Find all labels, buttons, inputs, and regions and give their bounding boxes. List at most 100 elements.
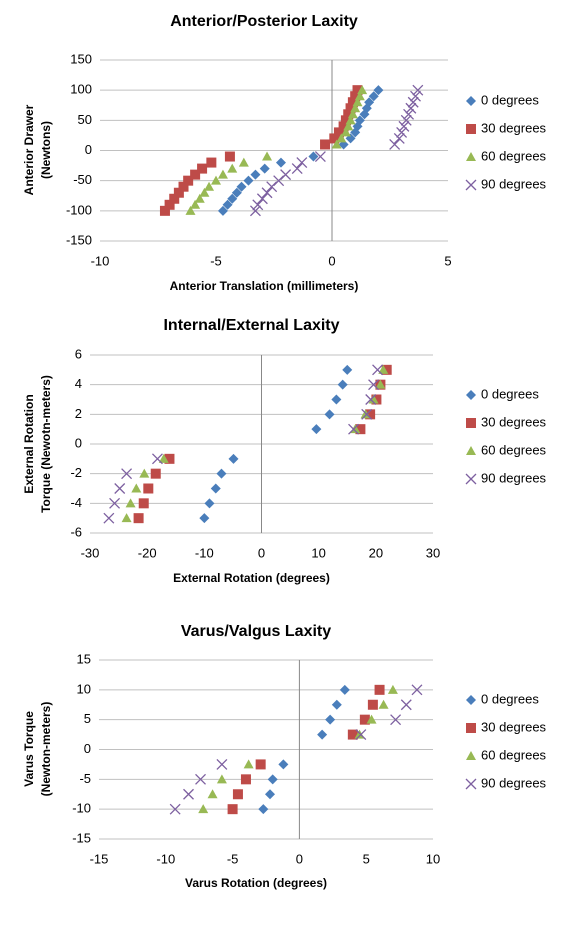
x-tick-label: -30 — [81, 545, 100, 560]
y-tick-label: 4 — [75, 376, 82, 391]
diamond-marker — [364, 97, 375, 108]
x-tick-label: 30 — [426, 545, 440, 560]
square-marker — [206, 157, 217, 168]
x-marker — [403, 108, 415, 120]
legend-label: 0 degrees — [481, 386, 539, 401]
x-marker — [280, 169, 292, 181]
square-marker — [371, 394, 382, 405]
x-marker — [151, 453, 163, 465]
legend-marker — [465, 179, 477, 191]
square-marker — [224, 151, 235, 162]
x-marker — [169, 803, 181, 815]
y-tick-label: 100 — [70, 82, 92, 97]
triangle-marker — [204, 181, 215, 191]
legend-marker — [466, 124, 476, 134]
y-tick-label: 0 — [84, 741, 91, 756]
triangle-marker — [340, 127, 351, 137]
x-marker — [410, 90, 421, 102]
square-marker — [340, 115, 351, 126]
x-axis-label: Varus Rotation (degrees) — [185, 876, 327, 890]
square-marker — [350, 91, 361, 102]
x-marker — [314, 151, 326, 162]
x-marker — [103, 512, 115, 524]
y-tick-label: 10 — [77, 681, 91, 696]
triangle-marker — [211, 175, 221, 185]
triangle-marker — [357, 85, 368, 95]
triangle-marker — [121, 513, 132, 523]
square-marker — [183, 175, 194, 186]
x-tick-label: 10 — [426, 851, 440, 866]
x-marker — [256, 193, 268, 205]
square-marker — [232, 789, 243, 800]
triangle-marker — [343, 121, 354, 131]
x-axis-label: Anterior Translation (millimeters) — [170, 279, 359, 293]
y-tick-label: -4 — [70, 495, 82, 510]
diamond-marker — [331, 394, 342, 405]
y-tick-label: -6 — [70, 524, 82, 539]
y-tick-label: -5 — [79, 771, 91, 786]
x-marker — [348, 423, 359, 435]
triangle-marker — [227, 163, 238, 173]
y-tick-label: 2 — [75, 406, 82, 421]
square-marker — [169, 193, 180, 204]
diamond-marker — [243, 175, 254, 186]
x-tick-label: -5 — [210, 253, 222, 268]
x-marker — [261, 187, 273, 199]
square-marker — [333, 127, 344, 138]
y-tick-label: -2 — [70, 465, 82, 480]
square-marker — [164, 199, 175, 210]
square-marker — [329, 133, 340, 144]
y-tick-label: -100 — [66, 202, 92, 217]
x-marker — [396, 126, 408, 138]
x-marker — [291, 163, 303, 175]
x-marker — [400, 114, 412, 126]
triangle-marker — [366, 714, 377, 724]
diamond-marker — [210, 483, 221, 494]
triangle-marker — [190, 199, 201, 209]
legend-marker — [465, 473, 477, 485]
square-marker — [138, 498, 149, 509]
square-marker — [352, 85, 363, 96]
diamond-marker — [222, 199, 233, 210]
x-marker — [365, 394, 377, 405]
triangle-marker — [207, 789, 218, 799]
y-tick-label: 5 — [84, 711, 91, 726]
triangle-marker — [199, 187, 210, 197]
legend-label: 60 degrees — [481, 747, 547, 762]
x-tick-label: 20 — [369, 545, 383, 560]
triangle-marker — [368, 394, 379, 404]
x-marker — [266, 181, 278, 193]
x-marker — [109, 497, 121, 509]
legend-marker — [466, 695, 476, 705]
triangle-marker — [336, 133, 347, 143]
triangle-marker — [139, 468, 150, 478]
triangle-marker — [243, 759, 254, 769]
x-axis-label: External Rotation (degrees) — [173, 571, 330, 585]
x-marker — [411, 684, 423, 696]
y-tick-label: 0 — [75, 435, 82, 450]
square-marker — [338, 121, 349, 132]
x-tick-label: 10 — [311, 545, 325, 560]
x-tick-label: 5 — [363, 851, 370, 866]
x-marker — [355, 729, 367, 741]
triangle-marker — [198, 804, 209, 814]
diamond-marker — [324, 409, 335, 420]
diamond-marker — [311, 424, 322, 435]
diamond-marker — [250, 169, 261, 180]
y-axis-label: Torque (Newotn-meters) — [39, 375, 53, 513]
square-marker — [345, 103, 356, 114]
square-marker — [347, 97, 358, 108]
diamond-marker — [339, 684, 350, 695]
y-tick-label: 6 — [75, 346, 82, 361]
diamond-marker — [236, 181, 247, 192]
diamond-marker — [350, 127, 361, 138]
square-marker — [320, 139, 331, 150]
triangle-marker — [345, 115, 356, 125]
diamond-marker — [204, 498, 215, 509]
y-tick-label: -150 — [66, 232, 92, 247]
square-marker — [367, 699, 378, 710]
square-marker — [159, 205, 170, 216]
x-marker — [368, 379, 380, 391]
legend-marker — [465, 778, 477, 790]
